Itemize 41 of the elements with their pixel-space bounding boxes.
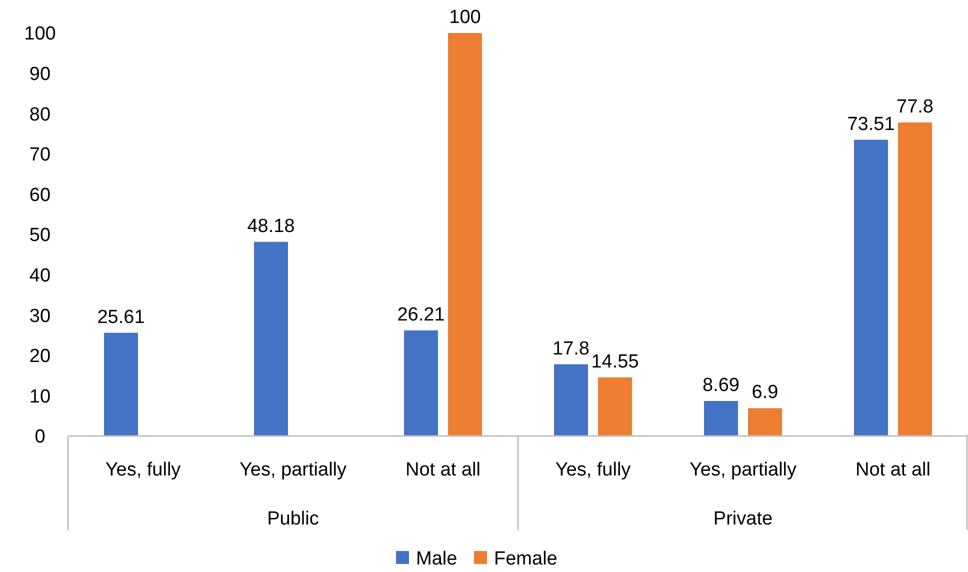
data-label: 8.69 <box>702 374 740 396</box>
bar <box>748 408 782 436</box>
data-label: 17.8 <box>552 338 590 360</box>
legend-label: Female <box>494 548 558 570</box>
y-tick-label: 100 <box>24 24 56 45</box>
bar <box>448 33 482 436</box>
text: Public <box>267 508 319 530</box>
data-label: 25.61 <box>97 306 145 328</box>
x-tick-label: Yes, partially <box>689 460 798 481</box>
x-tick-label: Yes, fully <box>105 460 182 481</box>
data-label: 77.8 <box>896 96 934 118</box>
bar <box>404 330 438 436</box>
data-label: 26.21 <box>397 304 445 326</box>
legend-label: Male <box>416 548 458 570</box>
data-label: 14.55 <box>591 351 639 372</box>
y-tick-label: 90 <box>29 64 51 85</box>
y-tick-label: 30 <box>29 306 51 327</box>
x-tick-label: Yes, fully <box>555 460 632 481</box>
y-tick-label: 50 <box>29 225 51 246</box>
data-label: 100 <box>449 7 481 28</box>
data-label: 6.9 <box>752 382 778 404</box>
x-tick-label: Not at all <box>406 460 480 481</box>
bar <box>598 377 632 436</box>
data-label: 73.51 <box>847 114 895 135</box>
y-tick-label: 10 <box>29 386 51 408</box>
text: Private <box>713 508 773 530</box>
y-tick-label: 20 <box>29 346 51 368</box>
y-tick-label: 0 <box>34 426 46 448</box>
bar <box>254 242 288 436</box>
data-label: 48.18 <box>247 216 295 237</box>
bar <box>104 332 138 436</box>
bar <box>854 140 888 436</box>
x-tick-label: Not at all <box>856 460 930 481</box>
bar <box>704 400 738 436</box>
y-tick-label: 70 <box>29 144 51 166</box>
y-tick-label: 40 <box>29 265 51 286</box>
y-tick-label: 60 <box>29 184 51 206</box>
y-tick-label: 80 <box>29 104 51 126</box>
bar <box>898 122 932 436</box>
bar <box>554 364 588 436</box>
x-tick-label: Yes, partially <box>239 460 348 481</box>
